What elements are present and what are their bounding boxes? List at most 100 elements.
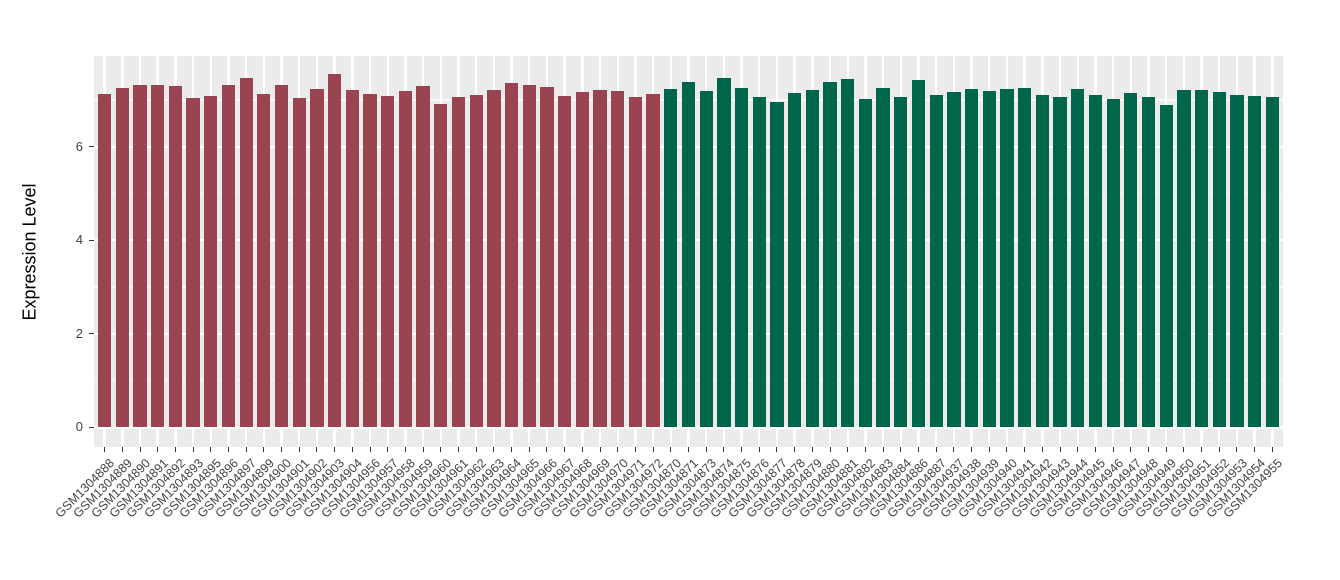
bar [823, 81, 837, 428]
y-axis-tick [89, 333, 94, 335]
plot-area [94, 56, 1283, 447]
bar [310, 89, 324, 428]
x-axis-tick [1271, 447, 1273, 452]
bar [522, 84, 536, 428]
x-axis-tick [652, 447, 654, 452]
x-axis-tick [1059, 447, 1061, 452]
bar [469, 94, 483, 428]
bar [876, 87, 890, 428]
x-axis-tick [829, 447, 831, 452]
x-axis-tick [688, 447, 689, 452]
bar [97, 93, 112, 428]
bar [1035, 95, 1049, 428]
x-axis-tick [599, 447, 601, 452]
x-axis-tick [475, 447, 477, 452]
x-axis-tick [581, 447, 583, 452]
bar [788, 92, 802, 428]
x-axis-tick [1112, 447, 1114, 452]
x-axis-tick [741, 447, 743, 452]
bar [327, 73, 342, 428]
bar [292, 97, 306, 428]
bar [752, 96, 766, 428]
bar [770, 101, 784, 428]
bar [1159, 105, 1173, 428]
x-axis-tick [369, 447, 371, 452]
y-tick-label: 2 [75, 325, 83, 341]
x-axis-tick [1024, 447, 1026, 452]
x-axis-tick [723, 447, 725, 452]
bar [204, 96, 218, 428]
bar [964, 88, 979, 428]
bar [628, 97, 643, 428]
x-axis-tick [617, 447, 619, 452]
bar [575, 92, 589, 428]
y-axis-tick [89, 426, 94, 428]
x-axis-tick [1148, 447, 1150, 452]
bar [1230, 94, 1244, 428]
x-axis-tick [811, 447, 813, 452]
bar [398, 91, 413, 428]
bar [1212, 92, 1226, 428]
bar [133, 85, 147, 428]
x-axis-tick [157, 447, 159, 452]
x-axis-tick [1218, 447, 1220, 452]
bar [416, 86, 430, 428]
x-axis-tick [511, 447, 513, 452]
bar [841, 79, 855, 428]
y-tick-label: 4 [75, 232, 83, 248]
x-axis-tick [1183, 447, 1185, 452]
bar [1177, 90, 1191, 428]
bar [363, 94, 377, 428]
bar [1088, 95, 1103, 428]
x-axis-tick [121, 447, 123, 452]
x-axis-tick [758, 447, 760, 452]
bar [1265, 96, 1279, 428]
bar [186, 98, 200, 428]
x-axis-tick [864, 447, 866, 452]
y-tick-label: 6 [75, 138, 83, 154]
x-axis-tick [918, 447, 919, 452]
bar [257, 93, 271, 428]
x-axis-tick [440, 447, 442, 452]
x-axis-tick [847, 447, 849, 452]
bar [115, 88, 129, 428]
x-axis-tick [457, 447, 459, 452]
bar [504, 83, 519, 428]
x-axis-tick [971, 447, 973, 452]
x-axis-tick [334, 447, 336, 452]
y-tick-label: 0 [75, 419, 83, 435]
bar [487, 89, 501, 428]
bar [929, 94, 943, 428]
x-axis-tick [227, 447, 229, 452]
x-axis-tick [1006, 447, 1008, 452]
x-axis-tick [245, 447, 247, 452]
x-axis-tick [705, 447, 707, 452]
x-axis-tick [670, 447, 672, 452]
x-axis-tick [351, 447, 353, 452]
x-axis-tick [316, 447, 318, 452]
bar [274, 84, 289, 428]
bar [1106, 98, 1120, 428]
bar [593, 90, 607, 428]
bar [858, 99, 873, 428]
bar [734, 87, 749, 428]
x-axis-tick [794, 447, 796, 452]
x-axis-tick [210, 447, 212, 452]
bar [664, 88, 678, 428]
x-axis-tick [953, 447, 955, 452]
x-axis-tick [776, 447, 778, 452]
x-axis-tick [387, 447, 389, 452]
bar [434, 104, 448, 428]
x-axis-tick [139, 447, 141, 452]
bar [558, 95, 572, 428]
bar [221, 84, 236, 428]
bar [1194, 89, 1209, 428]
x-axis-tick [634, 447, 636, 452]
bar [451, 97, 466, 428]
x-axis: GSM1304888 GSM1304889 GSM1304890 GSM1304891… [53, 447, 1340, 580]
x-axis-tick [298, 447, 300, 452]
x-axis-tick [493, 447, 495, 452]
x-axis-tick [1254, 447, 1256, 452]
x-axis-tick [263, 447, 265, 452]
bar [381, 96, 395, 428]
